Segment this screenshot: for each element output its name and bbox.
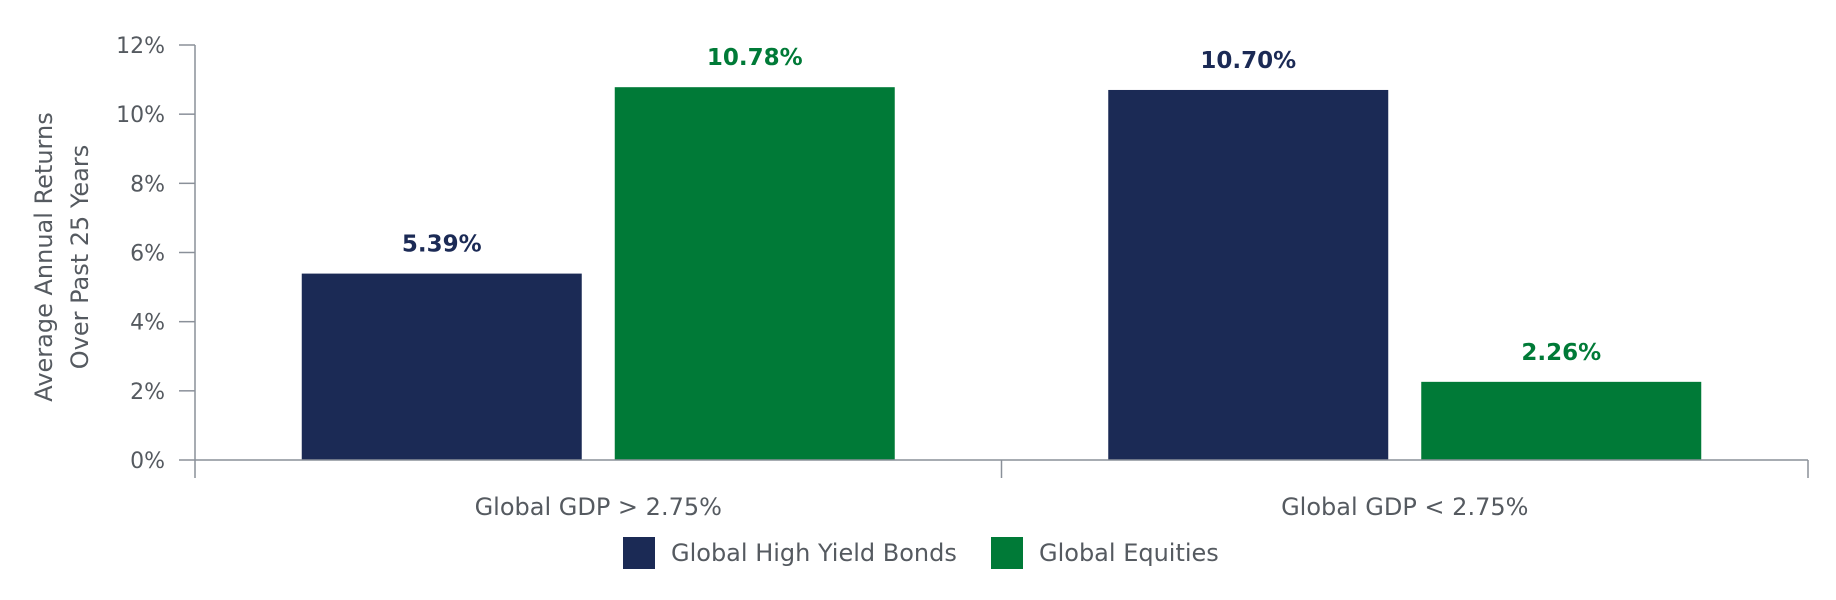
- y-tick-label: 0%: [130, 449, 165, 474]
- y-tick-label: 10%: [116, 103, 165, 128]
- y-tick-label: 4%: [130, 311, 165, 336]
- bar-0-1: [1108, 89, 1389, 460]
- legend-label-1: Global Equities: [1039, 539, 1219, 567]
- legend-swatch-1: [991, 537, 1023, 569]
- x-axis-categories: Global GDP > 2.75% Global GDP < 2.75%: [475, 493, 1529, 521]
- data-labels: 5.39% 10.78% 10.70% 2.26%: [402, 45, 1601, 366]
- bar-0-0: [301, 273, 582, 460]
- y-tick-label: 8%: [130, 172, 165, 197]
- x-category-label: Global GDP < 2.75%: [1281, 493, 1528, 521]
- y-tick-label: 6%: [130, 242, 165, 267]
- y-tick-label: 12%: [116, 34, 165, 59]
- bar-1-1: [1421, 381, 1702, 460]
- axes: [194, 45, 1809, 478]
- legend-swatch-0: [623, 537, 655, 569]
- legend-label-0: Global High Yield Bonds: [671, 539, 957, 567]
- bar-1-0: [614, 87, 895, 461]
- data-label: 10.70%: [1200, 48, 1296, 74]
- legend: Global High Yield Bonds Global Equities: [623, 537, 1219, 569]
- y-axis-title-line-1: Average Annual Returns: [30, 112, 58, 401]
- bars: [301, 87, 1702, 461]
- y-axis-title-line-2: Over Past 25 Years: [66, 145, 94, 369]
- y-axis-ticks: 0% 2% 4% 6% 8% 10% 12%: [116, 34, 195, 474]
- y-tick-label: 2%: [130, 380, 165, 405]
- x-category-label: Global GDP > 2.75%: [475, 493, 722, 521]
- y-axis-title: Average Annual Returns Over Past 25 Year…: [30, 112, 94, 401]
- data-label: 5.39%: [402, 232, 482, 258]
- data-label: 2.26%: [1521, 340, 1601, 366]
- data-label: 10.78%: [707, 45, 803, 71]
